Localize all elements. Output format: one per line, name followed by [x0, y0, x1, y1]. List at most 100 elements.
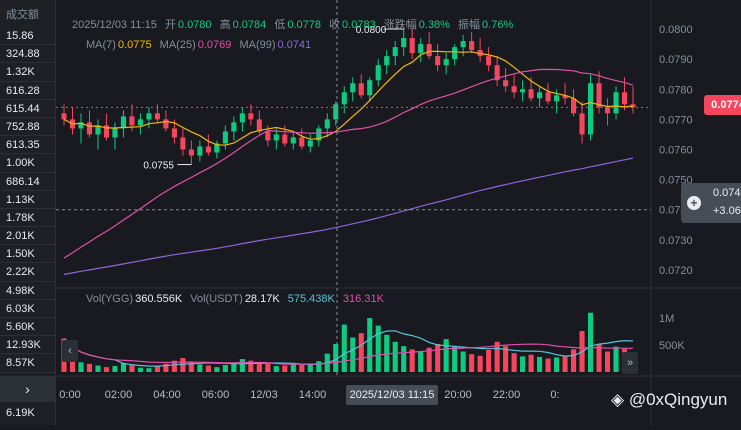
- ohlc-change: 0.38%: [418, 19, 450, 31]
- candle-up: [112, 128, 118, 138]
- kline-chart-svg[interactable]: 0.08000.07900.07800.07700.07600.07500.07…: [56, 0, 741, 425]
- candle-up: [401, 38, 407, 48]
- ohlc-close-label: 收: [329, 19, 341, 31]
- candle-down: [426, 44, 432, 57]
- crosshair-price: 0.0740: [713, 187, 741, 199]
- candle-down: [61, 113, 67, 120]
- candle-up: [333, 104, 339, 120]
- crosshair-price-tag: + 0.0740 +3.0641%: [681, 183, 741, 223]
- candle-down: [180, 137, 186, 150]
- volume-bar-down: [511, 353, 517, 372]
- sidebar-value: 686.14: [0, 173, 55, 191]
- candle-down: [604, 107, 611, 114]
- candle-up: [95, 125, 101, 135]
- candle-up: [231, 122, 237, 132]
- candle-up: [273, 134, 279, 141]
- candle-down: [299, 137, 305, 147]
- sidebar-value: 4.98K: [0, 282, 55, 300]
- time-tick-label: 12/03: [250, 389, 278, 401]
- volume-bar-up: [222, 364, 228, 372]
- ma-legend: MA(7) 0.0775 MA(25) 0.0769 MA(99) 0.0741: [86, 39, 316, 51]
- candle-down: [129, 116, 135, 126]
- volume-bar-up: [443, 339, 449, 372]
- crosshair-percent: +3.0641%: [713, 205, 741, 217]
- candle-up: [613, 92, 619, 114]
- price-tick-label: 0.0720: [659, 265, 693, 277]
- ma25-value: 0.0769: [197, 39, 232, 51]
- volume-bar-down: [596, 343, 602, 372]
- candle-up: [222, 131, 228, 144]
- scroll-right-button[interactable]: »: [622, 352, 638, 374]
- candle-up: [120, 116, 126, 129]
- price-tick-label: 0.0780: [659, 84, 693, 96]
- volume-bar-down: [171, 360, 177, 372]
- volume-bar-up: [197, 364, 203, 372]
- scroll-left-button[interactable]: ‹: [62, 340, 78, 362]
- volume-bar-down: [86, 363, 93, 372]
- candle-up: [375, 65, 381, 81]
- volume-bar-down: [435, 343, 441, 372]
- candle-up: [137, 119, 143, 126]
- candle-up: [554, 95, 560, 102]
- candle-down: [528, 89, 534, 99]
- sidebar-value: 15.86: [0, 27, 55, 46]
- candle-up: [537, 92, 543, 99]
- time-tick-label: 04:00: [153, 389, 181, 401]
- volume-bar-up: [375, 325, 381, 372]
- ma99-value: 0.0741: [277, 39, 312, 51]
- candle-up: [520, 89, 526, 93]
- volume-bar-up: [95, 365, 101, 372]
- volume-bar-up: [460, 351, 466, 372]
- volume-bar-up: [316, 361, 322, 372]
- sidebar-bottom-value: 6.19K: [6, 407, 35, 419]
- sidebar-value: 324.88: [0, 45, 55, 64]
- sidebar-value: 5.60K: [0, 318, 55, 337]
- volume-bar-up: [146, 368, 152, 372]
- volume-bar-down: [358, 333, 364, 372]
- candle-down: [621, 92, 628, 105]
- volume-bar-down: [248, 360, 254, 372]
- volume-bar-down: [571, 349, 577, 372]
- candle-up: [418, 44, 424, 54]
- candle-down: [282, 134, 288, 144]
- kline-chart-area[interactable]: 0.0800 0.0790 0.0780 0.0770 0.0760 0.0750 0.07…: [56, 0, 741, 425]
- volume-bar-up: [418, 351, 424, 372]
- vol-label-1: Vol(YGG): [86, 293, 134, 305]
- expand-arrow-button[interactable]: ›: [0, 376, 55, 402]
- sidebar-value: 2.01K: [0, 227, 55, 246]
- volume-bar-down: [154, 365, 160, 372]
- ma25-label: MA(25): [159, 39, 196, 51]
- volume-bar-up: [520, 356, 526, 372]
- volume-bar-up: [537, 356, 543, 372]
- candle-up: [460, 41, 466, 48]
- ma25-line: [63, 68, 634, 259]
- binance-logo-icon: ◈: [611, 390, 625, 409]
- candle-up: [384, 56, 390, 66]
- ohlc-change-label: 涨跌幅: [383, 19, 417, 31]
- sidebar-value: 615.44: [0, 100, 55, 118]
- sidebar-values: 15.86 324.88 1.32K 616.28 615.44 752.88 613.35…: [0, 27, 55, 373]
- ohlc-open: 0.0780: [177, 19, 212, 31]
- add-alert-icon[interactable]: +: [687, 196, 701, 210]
- volume-tick-label: 500K: [659, 340, 685, 352]
- candle-up: [324, 119, 330, 129]
- candle-up: [587, 83, 594, 135]
- candle-down: [265, 131, 271, 141]
- volume-bar-down: [163, 363, 169, 372]
- candle-down: [256, 119, 262, 132]
- candle-up: [367, 80, 373, 96]
- candle-up: [316, 128, 322, 141]
- ohlc-amp: 0.76%: [482, 19, 514, 31]
- time-tick-label: 20:00: [444, 389, 472, 401]
- sidebar-value: 616.28: [0, 82, 55, 100]
- sidebar-value: 12.93K: [0, 336, 55, 355]
- candle-down: [511, 86, 517, 93]
- volume-bar-down: [180, 357, 186, 372]
- volume-bar-down: [486, 349, 492, 372]
- candle-up: [350, 83, 356, 93]
- price-tick-label: 0.0790: [659, 54, 693, 66]
- time-tick-label: 22:00: [493, 389, 521, 401]
- candle-down: [86, 122, 93, 135]
- volume-bar-up: [554, 357, 560, 372]
- price-tick-label: 0.0730: [659, 235, 693, 247]
